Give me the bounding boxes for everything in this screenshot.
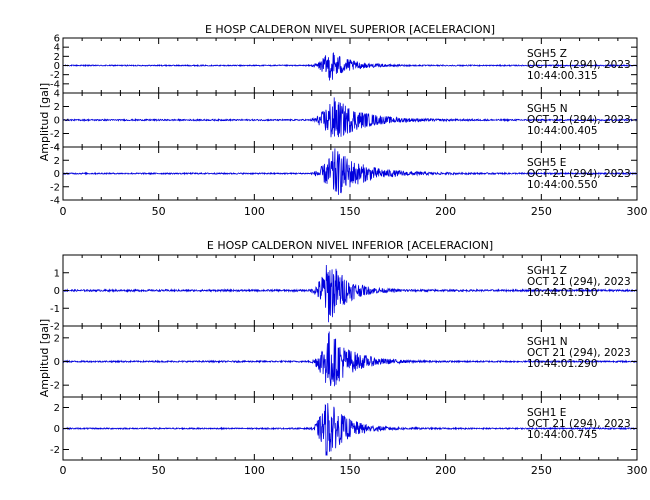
y-tick-label: 6 — [54, 34, 60, 45]
x-tick-label: 0 — [60, 205, 67, 218]
waveform-trace — [62, 52, 638, 81]
y-tick-label: 4 — [54, 43, 60, 54]
station-annotation: 10:44:00.405 — [527, 125, 598, 137]
y-tick-label: -2 — [50, 445, 60, 456]
station-annotation: OCT 21 (294), 2023 — [527, 168, 631, 180]
x-tick-label: 200 — [435, 464, 456, 477]
y-tick-label: 0 — [54, 61, 60, 72]
chart-group-upper: E HOSP CALDERON NIVEL SUPERIOR [ACELERAC… — [38, 23, 648, 218]
y-tick-label: -4 — [50, 143, 60, 154]
x-tick-label: 50 — [152, 464, 166, 477]
x-tick-label: 0 — [60, 464, 67, 477]
station-annotation: SGH1 Z — [527, 265, 567, 277]
y-tick-label: 0 — [54, 424, 60, 435]
waveform-trace — [62, 148, 638, 195]
y-tick-label: 0 — [54, 286, 60, 297]
x-tick-label: 300 — [627, 205, 648, 218]
station-annotation: 10:44:00.315 — [527, 70, 598, 82]
y-tick-label: -2 — [50, 182, 60, 193]
waveform-trace — [62, 331, 638, 387]
y-tick-label: 2 — [54, 52, 60, 63]
y-tick-label: 0 — [54, 169, 60, 180]
x-tick-label: 300 — [627, 464, 648, 477]
y-tick-label: -4 — [50, 79, 60, 90]
y-tick-label: -2 — [50, 129, 60, 140]
y-tick-label: 0 — [54, 116, 60, 127]
y-tick-label: -2 — [50, 70, 60, 81]
station-annotation: OCT 21 (294), 2023 — [527, 114, 631, 126]
x-tick-label: 50 — [152, 205, 166, 218]
x-tick-label: 250 — [531, 464, 552, 477]
waveform-trace — [62, 403, 638, 456]
x-tick-label: 250 — [531, 205, 552, 218]
x-tick-label: 100 — [244, 205, 265, 218]
y-axis-label: Amplitud [gal] — [38, 83, 51, 161]
chart-group-lower: E HOSP CALDERON NIVEL INFERIOR [ACELERAC… — [38, 239, 648, 477]
chart-title: E HOSP CALDERON NIVEL INFERIOR [ACELERAC… — [207, 239, 493, 252]
station-annotation: SGH5 N — [527, 103, 568, 115]
y-tick-label: 2 — [54, 102, 60, 113]
y-tick-label: 2 — [54, 156, 60, 167]
x-tick-label: 150 — [340, 464, 361, 477]
y-axis-label: Amplitud [gal] — [38, 319, 51, 397]
y-tick-label: -1 — [50, 304, 60, 315]
y-tick-label: -4 — [50, 196, 60, 207]
station-annotation: SGH5 E — [527, 157, 566, 169]
station-annotation: 10:44:00.745 — [527, 429, 598, 441]
x-tick-label: 150 — [340, 205, 361, 218]
station-annotation: SGH1 N — [527, 336, 568, 348]
station-annotation: SGH1 E — [527, 407, 566, 419]
y-tick-label: -2 — [50, 322, 60, 333]
x-tick-label: 200 — [435, 205, 456, 218]
station-annotation: OCT 21 (294), 2023 — [527, 347, 631, 359]
chart-title: E HOSP CALDERON NIVEL SUPERIOR [ACELERAC… — [205, 23, 495, 36]
x-tick-label: 100 — [244, 464, 265, 477]
station-annotation: OCT 21 (294), 2023 — [527, 418, 631, 430]
y-tick-label: 2 — [54, 403, 60, 414]
y-tick-label: 2 — [54, 333, 60, 344]
waveform-trace — [62, 264, 638, 323]
station-annotation: OCT 21 (294), 2023 — [527, 59, 631, 71]
y-tick-label: 4 — [54, 143, 60, 154]
station-annotation: OCT 21 (294), 2023 — [527, 276, 631, 288]
y-tick-label: 1 — [54, 268, 60, 279]
y-tick-label: -2 — [50, 381, 60, 392]
station-annotation: 10:44:01.290 — [527, 358, 598, 370]
waveform-trace — [62, 97, 638, 138]
y-tick-label: 0 — [54, 357, 60, 368]
y-tick-label: 4 — [54, 89, 60, 100]
station-annotation: SGH5 Z — [527, 48, 567, 60]
station-annotation: 10:44:00.550 — [527, 179, 598, 191]
station-annotation: 10:44:01.510 — [527, 287, 598, 299]
